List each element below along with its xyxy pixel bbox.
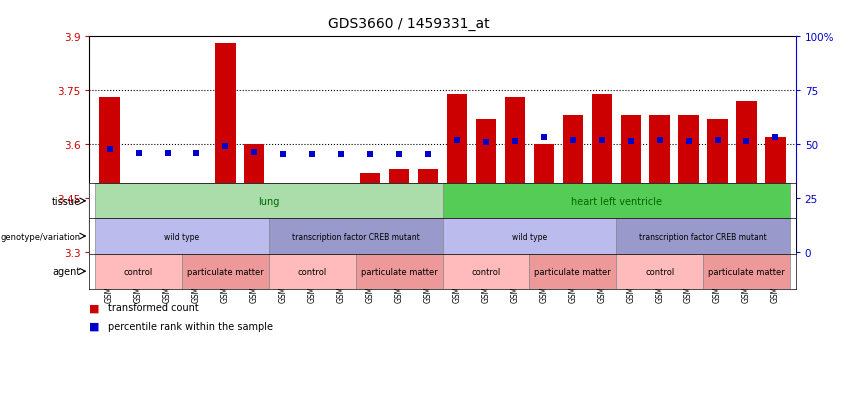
Bar: [443, 219, 616, 254]
Point: [508, 138, 522, 145]
Point: [768, 135, 782, 141]
Bar: [707, 119, 728, 252]
Bar: [765, 138, 785, 252]
Bar: [418, 170, 438, 252]
Point: [624, 139, 637, 145]
Text: ■: ■: [89, 303, 100, 313]
Point: [421, 151, 435, 158]
Bar: [563, 116, 583, 252]
Point: [392, 151, 406, 158]
Bar: [331, 209, 351, 252]
Text: particulate matter: particulate matter: [534, 267, 611, 276]
Point: [566, 138, 580, 144]
Bar: [443, 184, 790, 219]
Text: genotype/variation: genotype/variation: [1, 232, 81, 241]
Point: [740, 139, 753, 145]
Text: GDS3660 / 1459331_at: GDS3660 / 1459331_at: [328, 17, 489, 31]
Bar: [129, 241, 149, 252]
Text: transcription factor CREB mutant: transcription factor CREB mutant: [639, 232, 767, 241]
Bar: [95, 184, 443, 219]
Bar: [273, 198, 294, 252]
Text: agent: agent: [53, 266, 81, 277]
Bar: [95, 254, 182, 289]
Point: [595, 138, 608, 144]
Bar: [649, 116, 670, 252]
Bar: [157, 198, 178, 252]
Point: [219, 143, 232, 150]
Point: [277, 151, 290, 158]
Bar: [447, 95, 467, 252]
Bar: [302, 191, 323, 252]
Point: [132, 150, 146, 157]
Bar: [616, 254, 703, 289]
Text: control: control: [124, 267, 153, 276]
Text: particulate matter: particulate matter: [361, 267, 437, 276]
Bar: [100, 98, 120, 252]
Text: transformed count: transformed count: [108, 303, 199, 313]
Bar: [678, 116, 699, 252]
Text: wild type: wild type: [511, 232, 547, 241]
Text: ■: ■: [89, 321, 100, 331]
Point: [479, 140, 493, 146]
Text: control: control: [645, 267, 674, 276]
Point: [190, 150, 203, 157]
Bar: [443, 254, 529, 289]
Point: [711, 138, 724, 144]
Bar: [356, 254, 443, 289]
Point: [248, 149, 261, 156]
Text: transcription factor CREB mutant: transcription factor CREB mutant: [292, 232, 420, 241]
Bar: [244, 145, 265, 252]
Text: tissue: tissue: [52, 196, 81, 206]
Bar: [505, 98, 525, 252]
Bar: [736, 102, 757, 252]
Text: wild type: wild type: [164, 232, 199, 241]
Point: [450, 138, 464, 144]
Bar: [360, 173, 380, 252]
Text: particulate matter: particulate matter: [708, 267, 785, 276]
Text: particulate matter: particulate matter: [187, 267, 264, 276]
Text: lung: lung: [258, 196, 279, 206]
Bar: [620, 116, 641, 252]
Bar: [616, 219, 790, 254]
Bar: [95, 219, 269, 254]
Bar: [269, 254, 356, 289]
Bar: [182, 254, 269, 289]
Bar: [529, 254, 616, 289]
Text: heart left ventricle: heart left ventricle: [571, 196, 662, 206]
Point: [653, 138, 666, 144]
Bar: [269, 219, 443, 254]
Text: control: control: [471, 267, 500, 276]
Bar: [389, 170, 409, 252]
Point: [682, 139, 695, 145]
Text: percentile rank within the sample: percentile rank within the sample: [108, 321, 273, 331]
Text: control: control: [298, 267, 327, 276]
Point: [161, 150, 174, 157]
Point: [103, 147, 117, 153]
Point: [363, 151, 377, 158]
Bar: [215, 44, 236, 252]
Bar: [703, 254, 790, 289]
Bar: [476, 119, 496, 252]
Point: [334, 151, 348, 158]
Bar: [591, 95, 612, 252]
Bar: [186, 198, 207, 252]
Point: [306, 151, 319, 158]
Point: [537, 135, 551, 141]
Bar: [534, 145, 554, 252]
